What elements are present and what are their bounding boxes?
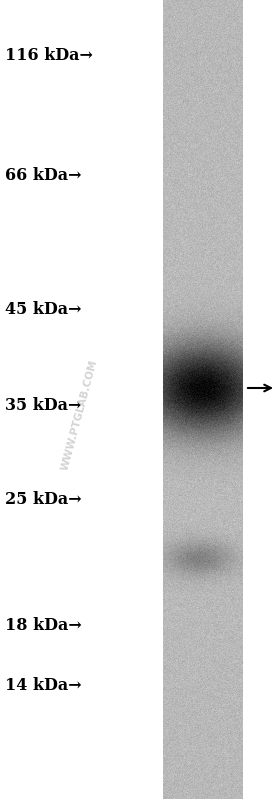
Text: 66 kDa→: 66 kDa→ <box>5 166 81 184</box>
Text: 25 kDa→: 25 kDa→ <box>5 491 82 508</box>
Text: 14 kDa→: 14 kDa→ <box>5 677 82 694</box>
Text: 35 kDa→: 35 kDa→ <box>5 396 81 414</box>
Text: 116 kDa→: 116 kDa→ <box>5 46 93 63</box>
Text: 18 kDa→: 18 kDa→ <box>5 617 82 634</box>
Text: 45 kDa→: 45 kDa→ <box>5 301 81 319</box>
Text: WWW.PTGLAB.COM: WWW.PTGLAB.COM <box>60 359 100 472</box>
